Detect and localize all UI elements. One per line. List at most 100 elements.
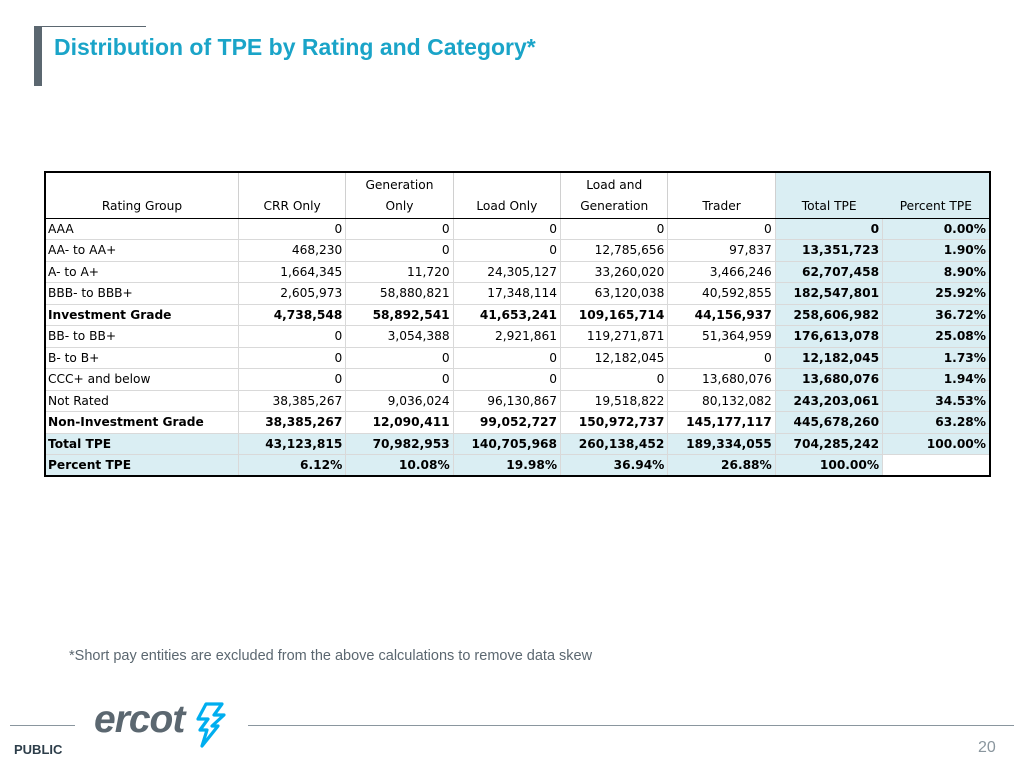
row-label: AAA [45,218,239,240]
cell-load-and-generation: 0 [560,218,669,240]
cell-trader: 40,592,855 [667,282,776,305]
page-number: 20 [978,739,996,756]
cell-generation-only: 12,090,411 [345,411,454,434]
table-row: Not Rated 38,385,267 9,036,024 96,130,86… [45,390,991,412]
cell-crr-only: 0 [238,368,347,391]
cell-load-and-generation: 12,182,045 [560,347,669,369]
row-label: B- to B+ [45,347,239,369]
cell-load-and-generation: 12,785,656 [560,239,669,262]
header-generation-only-line1: Generation [365,177,434,192]
cell-total-tpe: 12,182,045 [775,347,884,369]
header-load-and-generation-line2: Generation [580,198,649,213]
cell-percent-tpe: 63.28% [882,411,991,434]
table-row-subtotal: Investment Grade 4,738,548 58,892,541 41… [45,304,991,326]
cell-generation-only: 58,880,821 [345,282,454,305]
cell-percent-tpe: 8.90% [882,261,991,283]
cell-generation-only: 70,982,953 [345,433,454,455]
cell-trader: 0 [667,347,776,369]
row-label: A- to A+ [45,261,239,283]
cell-load-and-generation: 19,518,822 [560,390,669,412]
cell-load-and-generation: 150,972,737 [560,411,669,434]
row-label: BB- to BB+ [45,325,239,348]
cell-generation-only: 0 [345,347,454,369]
table-row: B- to B+ 0 0 0 12,182,045 0 12,182,045 1… [45,347,991,369]
cell-generation-only: 0 [345,218,454,240]
title-accent-bar [34,26,42,86]
cell-crr-only: 0 [238,347,347,369]
cell-trader: 189,334,055 [667,433,776,455]
cell-total-tpe: 13,680,076 [775,368,884,391]
row-label: Percent TPE [45,454,239,477]
cell-trader: 51,364,959 [667,325,776,348]
cell-crr-only: 1,664,345 [238,261,347,283]
cell-total-tpe: 243,203,061 [775,390,884,412]
row-label: Total TPE [45,433,239,455]
cell-percent-tpe: 1.90% [882,239,991,262]
footer-divider-left [10,725,75,726]
cell-load-only: 96,130,867 [453,390,562,412]
cell-crr-only: 38,385,267 [238,411,347,434]
cell-generation-only: 0 [345,368,454,391]
row-label: AA- to AA+ [45,239,239,262]
cell-generation-only: 10.08% [345,454,454,477]
cell-percent-tpe: 36.72% [882,304,991,326]
cell-total-tpe: 704,285,242 [775,433,884,455]
cell-trader: 26.88% [667,454,776,477]
cell-load-only: 0 [453,368,562,391]
cell-crr-only: 38,385,267 [238,390,347,412]
title-accent-top [34,26,146,27]
cell-total-tpe: 100.00% [775,454,884,477]
cell-load-and-generation: 63,120,038 [560,282,669,305]
cell-percent-tpe: 25.08% [882,325,991,348]
cell-crr-only: 43,123,815 [238,433,347,455]
header-generation-only-line2: Only [385,198,414,213]
header-load-and-generation-line1: Load and [586,177,643,192]
cell-load-and-generation: 0 [560,368,669,391]
cell-generation-only: 3,054,388 [345,325,454,348]
header-load-and-generation: Load and Generation [560,172,669,219]
table-row: BBB- to BBB+ 2,605,973 58,880,821 17,348… [45,282,991,305]
header-rating-group: Rating Group [45,172,239,219]
table-row-total: Total TPE 43,123,815 70,982,953 140,705,… [45,433,991,455]
cell-load-and-generation: 119,271,871 [560,325,669,348]
row-label: Investment Grade [45,304,239,326]
table-row: A- to A+ 1,664,345 11,720 24,305,127 33,… [45,261,991,283]
cell-load-only: 24,305,127 [453,261,562,283]
cell-load-only: 99,052,727 [453,411,562,434]
cell-generation-only: 9,036,024 [345,390,454,412]
tpe-distribution-table: Rating Group CRR Only Generation Only Loa… [44,171,991,477]
logo-wordmark: ercot [94,698,185,741]
header-generation-only: Generation Only [345,172,454,219]
cell-total-tpe: 62,707,458 [775,261,884,283]
cell-trader: 3,466,246 [667,261,776,283]
row-label: BBB- to BBB+ [45,282,239,305]
table-row: AA- to AA+ 468,230 0 0 12,785,656 97,837… [45,239,991,262]
cell-generation-only: 58,892,541 [345,304,454,326]
cell-crr-only: 0 [238,218,347,240]
cell-total-tpe: 176,613,078 [775,325,884,348]
table-row: CCC+ and below 0 0 0 0 13,680,076 13,680… [45,368,991,391]
cell-load-only: 19.98% [453,454,562,477]
ercot-logo: ercot [94,698,234,752]
cell-trader: 97,837 [667,239,776,262]
cell-load-only: 140,705,968 [453,433,562,455]
cell-trader: 44,156,937 [667,304,776,326]
header-percent-tpe: Percent TPE [882,172,990,219]
page-title: Distribution of TPE by Rating and Catego… [54,34,536,60]
cell-trader: 80,132,082 [667,390,776,412]
footer-divider-right [248,725,1014,726]
table-row-percent: Percent TPE 6.12% 10.08% 19.98% 36.94% 2… [45,454,991,477]
cell-total-tpe: 13,351,723 [775,239,884,262]
header-crr-only: CRR Only [238,172,347,219]
cell-generation-only: 11,720 [345,261,454,283]
cell-load-only: 2,921,861 [453,325,562,348]
ercot-bolt-icon [196,702,226,748]
cell-generation-only: 0 [345,239,454,262]
table-row: AAA 0 0 0 0 0 0 0.00% [45,218,991,240]
cell-total-tpe: 0 [775,218,884,240]
cell-percent-tpe: 1.94% [882,368,991,391]
row-label: Non-Investment Grade [45,411,239,434]
cell-crr-only: 468,230 [238,239,347,262]
cell-crr-only: 6.12% [238,454,347,477]
cell-percent-tpe: 34.53% [882,390,991,412]
